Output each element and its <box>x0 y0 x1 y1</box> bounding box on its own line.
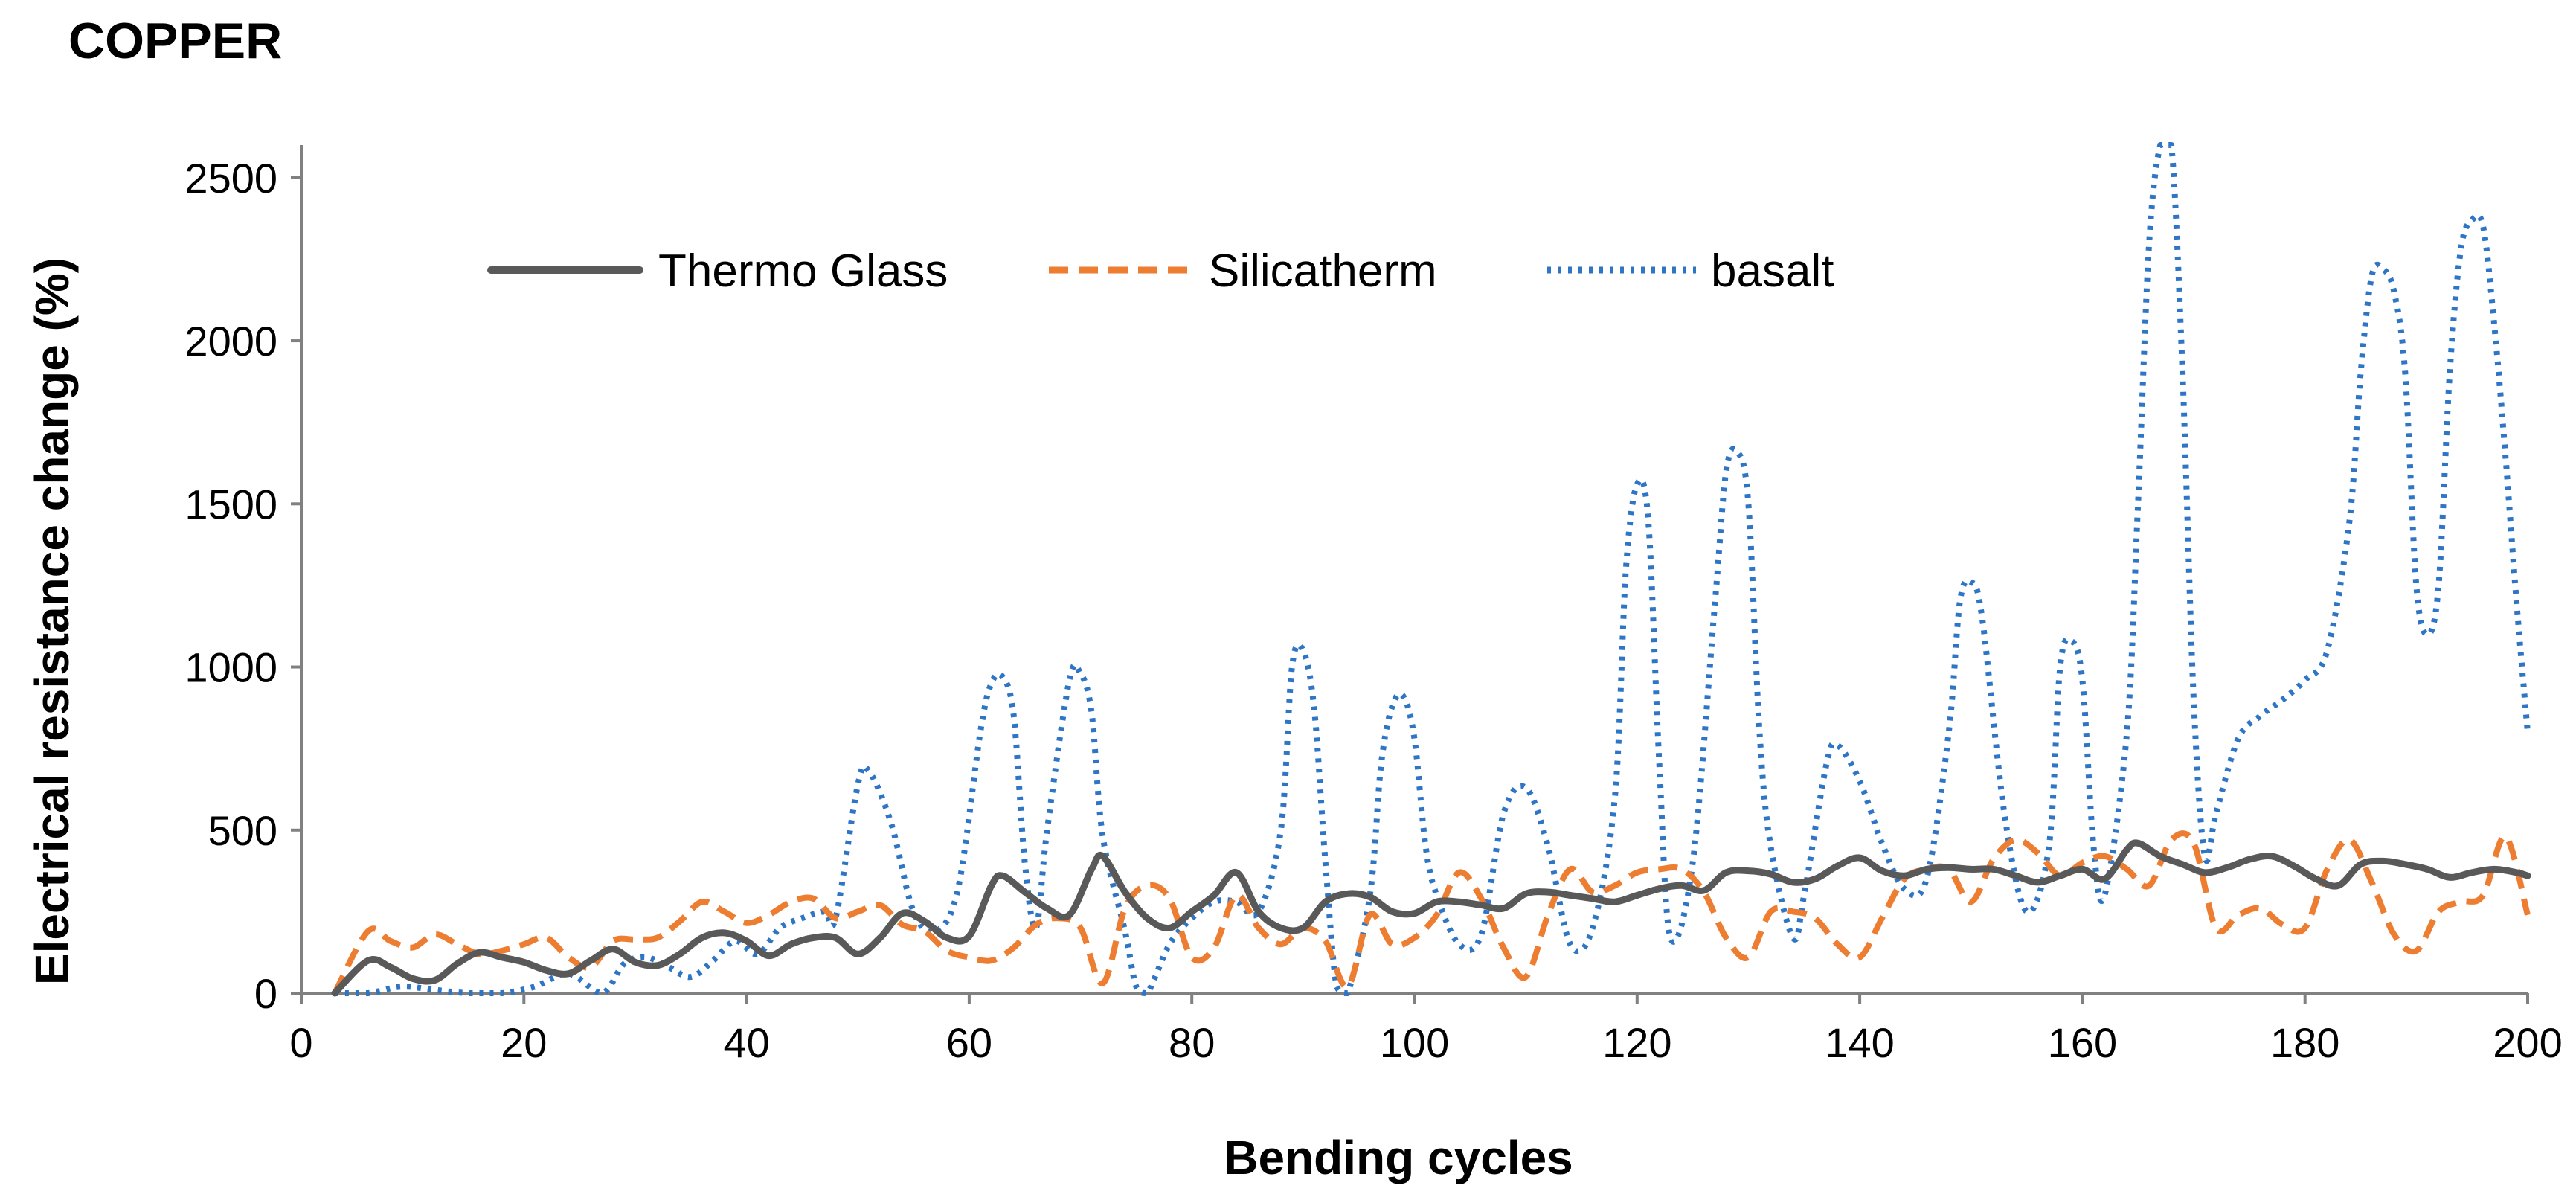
x-tick-label: 180 <box>2270 1019 2339 1066</box>
series-line-silicatherm <box>332 830 2531 995</box>
x-tick-label: 100 <box>1380 1019 1449 1066</box>
legend: Thermo Glass Silicatherm basalt <box>487 246 1834 297</box>
x-tick-label: 140 <box>1825 1019 1894 1066</box>
y-tick-label: 500 <box>208 807 277 854</box>
y-tick-labels: 0 500 1000 1500 2000 2500 <box>184 155 277 1017</box>
series-line-thermo-glass <box>331 839 2531 997</box>
y-tick-label: 0 <box>254 970 277 1017</box>
tick-marks <box>291 176 2529 1004</box>
y-axis-label: Electrical resistance change (%) <box>25 257 79 985</box>
y-tick-label: 2500 <box>184 155 277 202</box>
series-layer <box>331 142 2531 997</box>
x-tick-labels: 0 20 40 60 80 100 120 140 160 180 200 <box>289 1019 2562 1066</box>
series-line-basalt <box>334 142 2531 996</box>
x-tick-label: 200 <box>2493 1019 2562 1066</box>
x-axis-label: Bending cycles <box>1224 1131 1573 1184</box>
x-tick-label: 60 <box>946 1019 992 1066</box>
legend-label-basalt: basalt <box>1711 246 1834 297</box>
y-tick-label: 1500 <box>184 481 277 527</box>
x-tick-label: 0 <box>289 1019 312 1066</box>
x-tick-label: 80 <box>1169 1019 1215 1066</box>
y-tick-label: 1000 <box>184 644 277 691</box>
x-tick-label: 40 <box>723 1019 769 1066</box>
y-tick-label: 2000 <box>184 318 277 365</box>
x-tick-label: 120 <box>1602 1019 1671 1066</box>
legend-label-silicatherm: Silicatherm <box>1209 246 1437 297</box>
legend-label-thermo-glass: Thermo Glass <box>658 246 948 297</box>
x-tick-label: 160 <box>2048 1019 2117 1066</box>
plot-area: 0 500 1000 1500 2000 2500 0 20 40 60 80 100 120 140 1… <box>184 142 2563 1066</box>
chart-title: COPPER <box>68 13 282 69</box>
x-tick-label: 20 <box>501 1019 547 1066</box>
